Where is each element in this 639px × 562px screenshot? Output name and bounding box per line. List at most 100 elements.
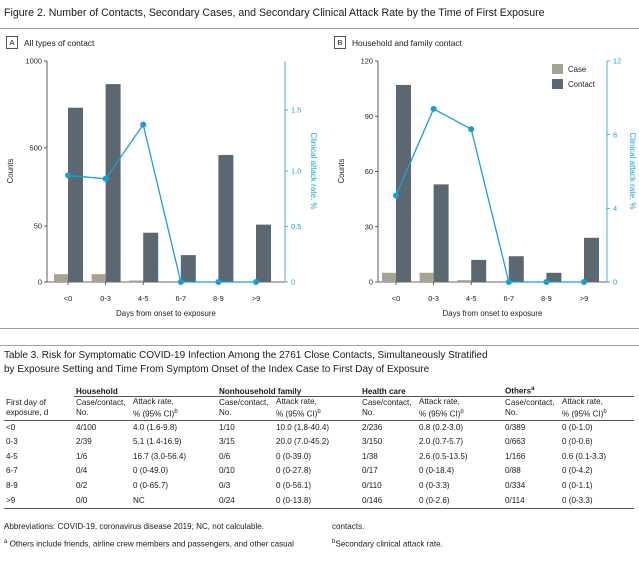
panel-a-right-tick-label: 1.5	[291, 106, 301, 115]
panel-b-x-tick-label: 0-3	[428, 294, 439, 303]
cell-attack-rate: 0 (0-27.8)	[276, 466, 312, 476]
risk-table: Household Nonhousehold family Health car…	[4, 382, 634, 510]
cell-attack-rate: 0 (0-65.7)	[133, 481, 169, 491]
panel-b-attack-rate-point	[543, 279, 550, 285]
cell-case-contact: 0/4	[76, 466, 88, 476]
panel-a-attack-rate-point	[140, 121, 147, 128]
panel-a-right-axis-label: Clinical attack rate, %	[309, 133, 318, 210]
table-row: 4-5 1/6 16.7 (3.0-56.4) 0/6 0 (0-39.0) 1/38 2.…	[4, 450, 634, 465]
table-row: 6-7 0/4 0 (0-49.0) 0/10 0 (0-27.8) 0/17 0 (0-1…	[4, 464, 634, 479]
col-first-day-line-1: First day of	[6, 398, 47, 408]
col-first-day: First day of exposure, d	[4, 396, 74, 421]
panel-b-contact-bar	[546, 272, 562, 282]
panel-b-right-tick-label: 4	[613, 204, 617, 213]
cell-case-contact: 0/10	[219, 466, 235, 476]
col-case-contact: Case/contact, No.	[217, 396, 274, 421]
panel-b-left-tick-label: 120	[361, 57, 373, 66]
panel-a-left-tick-label: 50	[34, 222, 42, 231]
cell-attack-rate: 2.0 (0.7-5.7)	[419, 437, 464, 447]
panel-b-right-tick-label: 12	[613, 57, 621, 66]
group-others: Othersa	[503, 382, 634, 397]
panel-a-attack-rate-point	[65, 172, 71, 179]
cell-attack-rate: 0 (0-3.3)	[560, 493, 634, 510]
panel-a-contact-bar	[68, 107, 83, 282]
table-row: <0 4/100 4.0 (1.6-9.8) 1/10 10.0 (1.8-40.4) 2…	[4, 420, 634, 435]
table-row: 0-3 2/39 5.1 (1.4-16.9) 3/15 20.0 (7.0-45.2)…	[4, 435, 634, 450]
panel-b-title: Household and family contact	[352, 37, 462, 48]
table-column-header-row: First day of exposure, d Case/contact, No.…	[4, 396, 634, 421]
cell-case-contact: 0/6	[219, 451, 231, 461]
group-others-footnote-mark: a	[531, 386, 535, 393]
panel-b-attack-rate-point	[581, 279, 587, 285]
cell-case-contact: 0/389	[505, 422, 526, 432]
panel-b-left-tick-label: 30	[365, 222, 373, 231]
panel-a-attack-rate-point	[215, 279, 222, 285]
cell-attack-rate: 0 (0-3.3)	[419, 481, 450, 491]
cell-case-contact: 2/236	[362, 422, 383, 432]
figure-2-charts: 0 50 500 1000 0 0.5 1.0 1.5 <0 0-3 4-5 6-7 8-9 >9 Days…	[6, 57, 637, 318]
cell-attack-rate: 0 (0-1.0)	[562, 422, 593, 432]
cell-case-contact: 0/334	[505, 481, 526, 491]
panel-b-contact-bar	[433, 184, 449, 282]
panel-b-right-axis-label: Clinical attack rate, %	[628, 133, 637, 210]
panel-a-x-tick-label: 6-7	[175, 294, 186, 303]
panel-b-left-axis-label: Counts	[337, 159, 346, 184]
table-title: Table 3. Risk for Symptomatic COVID-19 I…	[4, 349, 634, 377]
cell-attack-rate: 10.0 (1.8-40.4)	[276, 422, 330, 432]
panel-a-contact-bar	[105, 84, 121, 282]
cell-attack-rate: 2.6 (0.5-13.5)	[419, 451, 468, 461]
col-case-contact: Case/contact, No.	[74, 396, 131, 421]
panel-b-x-tick-label: >9	[580, 294, 588, 303]
panel-b-x-tick-label: 4-5	[466, 294, 477, 303]
panel-b-label: B Household and family contact	[334, 36, 462, 49]
panel-a-attack-rate-line	[67, 123, 256, 283]
footnote-a-continuation: contacts.	[332, 522, 365, 531]
cell-case-contact: 2/39	[76, 437, 92, 447]
panel-b-case-bar	[419, 272, 434, 282]
cell-attack-rate: 0 (0-49.0)	[133, 466, 169, 476]
table-row: 8-9 0/2 0 (0-65.7) 0/3 0 (0-56.1) 0/110 0 (0-3…	[4, 479, 634, 494]
panel-a-x-tick-label: <0	[64, 294, 72, 303]
panel-b-letter: B	[334, 36, 346, 49]
panel-a-contact-bar	[218, 154, 234, 282]
cell-attack-rate: 0.8 (0.2-3.0)	[419, 422, 464, 432]
panel-b-x-tick-label: 8-9	[541, 294, 552, 303]
cell-attack-rate: 0 (0-0.6)	[562, 437, 593, 447]
panel-b-attack-rate-point	[430, 105, 437, 112]
panel-a-x-axis-label: Days from onset to exposure	[116, 309, 216, 318]
cell-case-contact: 3/150	[362, 437, 383, 447]
panel-b-right-tick-label: 0	[613, 278, 617, 287]
col-case-contact: Case/contact, No.	[503, 396, 560, 421]
panel-a-left-tick-label: 500	[30, 143, 42, 152]
panel-a-left-tick-label: 0	[38, 278, 42, 287]
panel-a-attack-rate-point	[253, 279, 259, 285]
panel-a-x-tick-label: 0-3	[100, 294, 111, 303]
cell-case-contact: 0/146	[360, 493, 417, 510]
row-first-day: 0-3	[6, 437, 18, 447]
legend-case-label: Case	[568, 65, 586, 74]
panel-b-attack-rate-point	[468, 126, 475, 133]
panel-b-contact-bar	[396, 84, 411, 282]
panel-a-x-tick-label: 8-9	[213, 294, 224, 303]
cell-case-contact: 0/17	[362, 466, 378, 476]
col-case-contact: Case/contact, No.	[360, 396, 417, 421]
panel-b-case-bar	[457, 280, 472, 282]
table-row: >9 0/0 NC 0/24 0 (0-13.8) 0/146 0 (0-2.6) 0/114…	[4, 493, 634, 510]
group-blank	[4, 382, 74, 397]
col-attack-rate: Attack rate,% (95% CI)b	[417, 396, 503, 421]
figure-title: Figure 2. Number of Contacts, Secondary …	[4, 7, 545, 19]
panel-b-left-tick-label: 0	[369, 278, 373, 287]
group-nonhousehold-family: Nonhousehold family	[217, 382, 360, 397]
panel-b-left-tick-label: 60	[365, 167, 373, 176]
panel-b-contact-bar	[584, 237, 599, 282]
cell-case-contact: 0/0	[74, 493, 131, 510]
table-title-line-1: Table 3. Risk for Symptomatic COVID-19 I…	[4, 350, 488, 361]
cell-attack-rate: 0 (0-39.0)	[276, 451, 312, 461]
group-household: Household	[74, 382, 217, 397]
cell-case-contact: 0/24	[217, 493, 274, 510]
cell-case-contact: 3/15	[219, 437, 235, 447]
panel-a-contact-bar	[143, 232, 159, 282]
cell-case-contact: 1/6	[76, 451, 88, 461]
panel-b-attack-rate-point	[393, 192, 399, 199]
panel-a-label: A All types of contact	[6, 36, 94, 49]
